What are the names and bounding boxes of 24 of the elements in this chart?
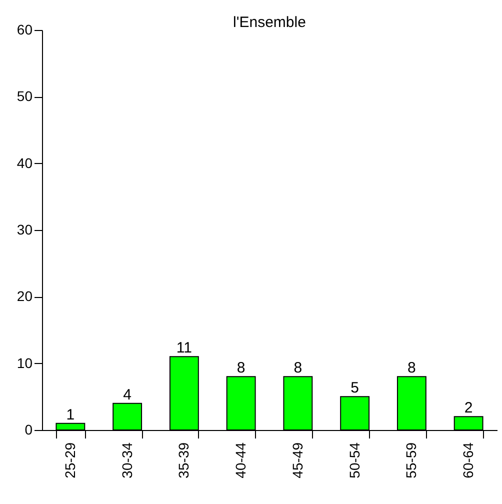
y-tick-label: 10 [16,354,33,371]
x-tick-label: 55-59 [403,442,420,478]
data-label: 8 [236,360,246,377]
y-tick-label: 60 [16,22,33,38]
data-label: 5 [350,380,359,397]
data-label: 4 [123,386,132,404]
x-tick-label: 45-49 [289,442,306,478]
y-tick-label: 30 [16,222,33,238]
y-tick-label: 50 [16,88,33,104]
x-tick-label: 40-44 [232,442,249,478]
x-tick-label: 50-54 [346,442,362,478]
y-tick-label: 40 [16,154,33,171]
x-tick-label: 30-34 [118,442,135,478]
x-tick-label: 25-29 [62,442,78,478]
x-tick-label: 60-64 [460,442,476,478]
y-tick-label: 0 [24,422,33,438]
data-label: 2 [464,400,473,417]
data-label: 8 [408,360,416,377]
data-label: 8 [294,360,302,377]
chart-title: l'Ensemble [233,14,306,31]
x-tick-label: 35-39 [176,442,192,478]
data-label: 11 [176,340,192,357]
data-label: 1 [66,406,75,424]
y-tick-label: 20 [16,288,33,304]
